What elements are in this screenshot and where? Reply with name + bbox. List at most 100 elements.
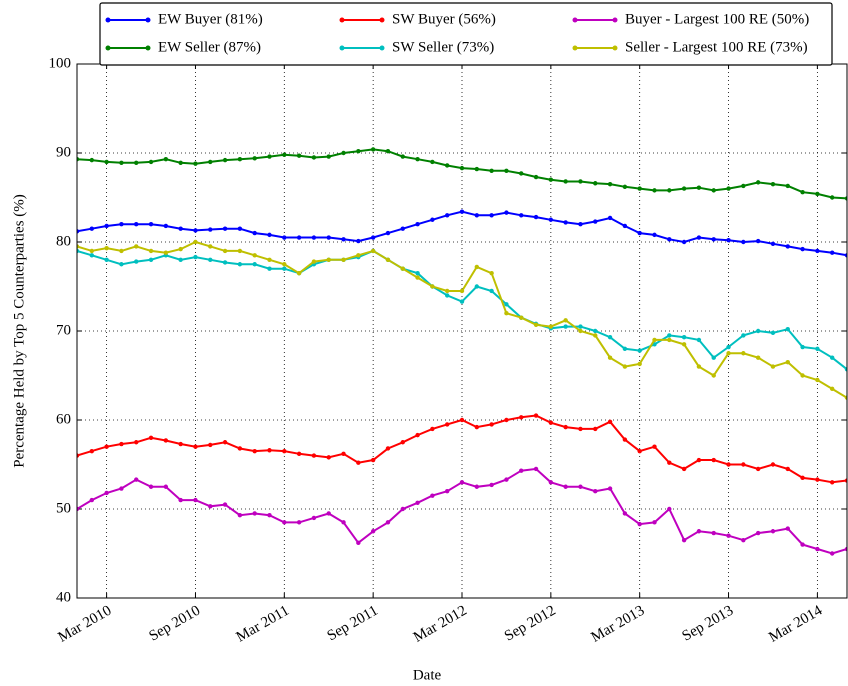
data-point — [134, 160, 139, 165]
data-point — [252, 262, 257, 267]
data-point — [474, 166, 480, 172]
data-point — [370, 235, 376, 240]
data-point — [178, 441, 183, 447]
data-point — [77, 248, 80, 254]
data-point — [222, 248, 228, 254]
data-point — [533, 174, 539, 180]
data-point — [696, 457, 702, 463]
data-point — [800, 373, 805, 378]
data-point — [267, 257, 272, 262]
data-point — [296, 451, 302, 457]
data-point — [119, 222, 124, 227]
data-point — [474, 424, 480, 430]
data-point — [89, 497, 95, 503]
data-point — [593, 328, 598, 334]
data-point — [356, 460, 361, 465]
data-point — [578, 426, 583, 432]
data-point — [667, 188, 672, 193]
data-point — [726, 186, 731, 191]
data-point — [385, 446, 391, 451]
data-point — [193, 228, 198, 233]
data-point — [459, 417, 465, 423]
data-point — [800, 189, 805, 195]
data-point — [637, 361, 642, 367]
data-point — [652, 520, 657, 525]
data-point — [296, 520, 302, 525]
legend-marker — [145, 45, 151, 51]
legend-marker — [572, 17, 578, 23]
data-point — [741, 333, 746, 338]
data-point — [815, 546, 820, 552]
data-point — [415, 270, 420, 276]
data-point — [667, 237, 672, 242]
data-point — [163, 438, 169, 443]
data-point — [563, 318, 568, 323]
data-point — [696, 235, 702, 240]
data-point — [726, 238, 731, 243]
data-point — [844, 253, 847, 258]
data-point — [741, 183, 746, 189]
data-point — [815, 248, 820, 254]
data-point — [222, 260, 228, 265]
data-point — [667, 337, 672, 343]
y-tick-label: 50 — [56, 500, 71, 516]
data-point — [755, 530, 761, 536]
data-point — [785, 526, 790, 531]
data-point — [148, 257, 154, 262]
data-point — [104, 246, 109, 251]
data-point — [504, 417, 509, 423]
data-point — [237, 446, 243, 451]
legend-label: Buyer - Largest 100 RE (50%) — [625, 11, 809, 27]
data-point — [341, 257, 346, 262]
legend-label: EW Seller (87%) — [158, 39, 261, 55]
data-point — [119, 160, 124, 165]
data-point — [622, 437, 628, 442]
data-point — [282, 266, 287, 271]
data-point — [726, 462, 731, 467]
data-point — [178, 257, 183, 262]
data-point — [696, 185, 702, 190]
data-point — [519, 468, 524, 473]
data-point — [193, 497, 198, 503]
data-point — [548, 480, 554, 485]
data-point — [163, 484, 169, 489]
data-point — [785, 359, 790, 365]
series — [77, 147, 847, 201]
data-point — [341, 237, 346, 242]
data-point — [119, 441, 124, 447]
data-point — [193, 444, 198, 449]
data-point — [430, 426, 435, 432]
data-point — [726, 344, 731, 350]
data-point — [800, 246, 805, 252]
data-point — [770, 462, 776, 467]
data-point — [104, 444, 109, 449]
data-point — [563, 324, 568, 329]
data-point — [607, 419, 613, 424]
data-point — [326, 511, 331, 516]
data-point — [681, 342, 687, 347]
y-tick-label: 100 — [49, 55, 72, 71]
data-point — [400, 440, 405, 445]
data-point — [178, 160, 183, 165]
data-point — [504, 477, 509, 482]
data-point — [282, 262, 287, 267]
data-point — [815, 477, 820, 482]
data-point — [311, 155, 317, 160]
data-point — [163, 223, 169, 229]
legend-label: Seller - Largest 100 RE (73%) — [625, 39, 808, 55]
data-point — [134, 244, 139, 249]
data-point — [77, 453, 80, 458]
legend-label: SW Buyer (56%) — [392, 11, 496, 27]
data-point — [785, 466, 790, 472]
data-point — [267, 266, 272, 271]
data-point — [193, 161, 198, 166]
data-point — [444, 288, 450, 294]
data-point — [444, 213, 450, 218]
data-point — [741, 239, 746, 245]
data-point — [400, 506, 405, 512]
data-point — [667, 460, 672, 465]
data-point — [844, 546, 847, 552]
data-point — [844, 478, 847, 483]
